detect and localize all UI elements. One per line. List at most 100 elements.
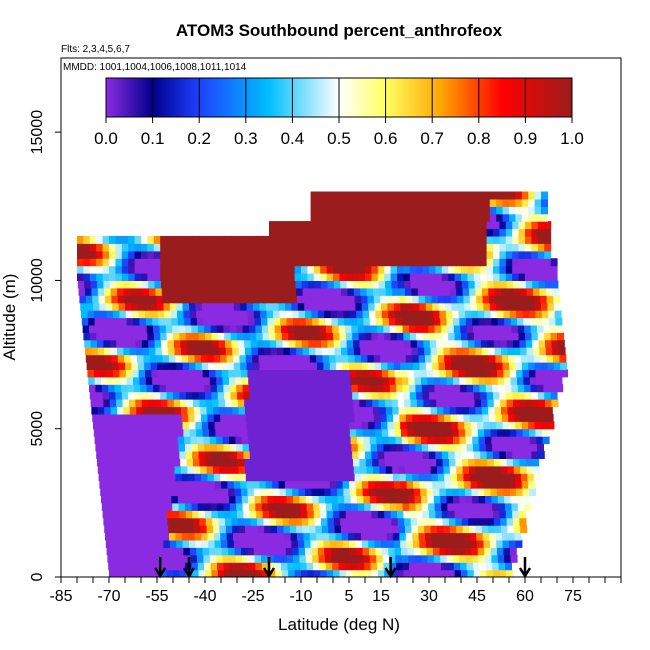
heatmap-cell <box>89 258 97 267</box>
heatmap-cell <box>153 265 161 274</box>
heatmap-cell <box>442 517 450 526</box>
heatmap-cell <box>269 391 276 400</box>
heatmap-cell <box>104 406 112 415</box>
heatmap-cell <box>422 258 430 267</box>
heatmap-cell <box>193 399 200 408</box>
heatmap-cell <box>192 265 200 274</box>
heatmap-cell <box>502 302 510 311</box>
heatmap-cell <box>403 569 411 577</box>
heatmap-cell <box>430 347 438 356</box>
heatmap-cell <box>275 332 283 341</box>
heatmap-cell <box>514 295 522 304</box>
heatmap-cell <box>93 421 100 430</box>
heatmap-cell <box>401 369 408 378</box>
heatmap-cell <box>114 324 122 333</box>
heatmap-cell <box>521 198 529 207</box>
heatmap-cell <box>245 354 253 363</box>
heatmap-cell <box>502 213 510 222</box>
heatmap-cell <box>325 495 332 504</box>
heatmap-cell <box>469 354 477 363</box>
heatmap-cell <box>256 391 264 400</box>
heatmap-cell <box>457 480 465 489</box>
heatmap-cell <box>454 235 462 244</box>
heatmap-cell <box>321 287 329 296</box>
heatmap-cell <box>408 495 416 504</box>
heatmap-cell <box>361 362 369 370</box>
heatmap-cell <box>182 539 190 548</box>
x-tick-label: 5 <box>345 588 354 605</box>
heatmap-cell <box>465 317 473 326</box>
heatmap-cell <box>100 369 108 378</box>
heatmap-cell <box>290 295 298 304</box>
heatmap-cell <box>338 562 346 571</box>
heatmap-cell <box>177 428 184 437</box>
heatmap-cell <box>109 273 116 281</box>
heatmap-cell <box>335 532 343 541</box>
heatmap-cell <box>250 517 258 526</box>
heatmap-cell <box>249 510 257 519</box>
heatmap-cell <box>98 413 106 422</box>
heatmap-cell <box>516 310 524 319</box>
heatmap-cell <box>461 451 468 459</box>
heatmap-cell <box>189 369 197 378</box>
heatmap-cell <box>500 458 508 467</box>
heatmap-cell <box>508 354 516 363</box>
heatmap-cell <box>281 384 288 393</box>
heatmap-cell <box>358 250 366 259</box>
heatmap-cell <box>349 421 356 430</box>
heatmap-cell <box>165 443 173 452</box>
heatmap-cell <box>423 458 431 467</box>
heatmap-cell <box>328 347 336 356</box>
heatmap-cell <box>528 362 536 370</box>
heatmap-cell <box>102 332 110 341</box>
heatmap-cell <box>498 562 506 571</box>
heatmap-cell <box>419 480 427 489</box>
heatmap-cell <box>185 332 193 341</box>
heatmap-cell <box>235 317 243 326</box>
heatmap-cell <box>113 495 121 504</box>
heatmap-cell <box>313 258 321 267</box>
heatmap-cell <box>438 191 446 200</box>
heatmap-cell <box>222 376 230 385</box>
heatmap-cell <box>161 406 169 415</box>
heatmap-cell <box>548 310 556 319</box>
heatmap-cell <box>441 258 449 267</box>
heatmap-cell <box>96 273 104 281</box>
heatmap-cell <box>269 332 276 341</box>
heatmap-cell <box>201 362 209 370</box>
heatmap-cell <box>323 191 331 200</box>
heatmap-cell <box>189 539 196 548</box>
heatmap-cell <box>139 376 147 385</box>
heatmap-cell <box>518 391 526 400</box>
heatmap-cell <box>195 480 203 489</box>
heatmap-cell <box>534 362 542 370</box>
heatmap-cell <box>519 458 527 467</box>
heatmap-cell <box>329 539 337 548</box>
heatmap-cell <box>137 362 145 370</box>
heatmap-cell <box>393 480 401 489</box>
heatmap-cell <box>329 191 337 200</box>
heatmap-cell <box>275 221 283 230</box>
heatmap-cell <box>294 250 302 259</box>
heatmap-cell <box>247 428 255 437</box>
heatmap-cell <box>329 295 336 304</box>
heatmap-cell <box>326 228 334 237</box>
heatmap-cell <box>339 228 347 237</box>
heatmap-cell <box>154 458 162 467</box>
heatmap-cell <box>467 451 475 459</box>
heatmap-cell <box>85 347 92 356</box>
heatmap-cell <box>174 347 182 356</box>
heatmap-cell <box>509 428 517 437</box>
heatmap-cell <box>146 443 154 452</box>
heatmap-cell <box>396 443 404 452</box>
heatmap-cell <box>449 280 456 289</box>
heatmap-cell <box>248 554 256 563</box>
heatmap-cell <box>277 406 284 415</box>
x-tick-label: 30 <box>420 588 438 605</box>
heatmap-cell <box>115 569 123 577</box>
heatmap-cell <box>505 235 513 244</box>
heatmap-cell <box>528 302 536 311</box>
heatmap-cell <box>433 554 441 563</box>
heatmap-cell <box>168 525 176 534</box>
heatmap-cell <box>405 525 412 534</box>
